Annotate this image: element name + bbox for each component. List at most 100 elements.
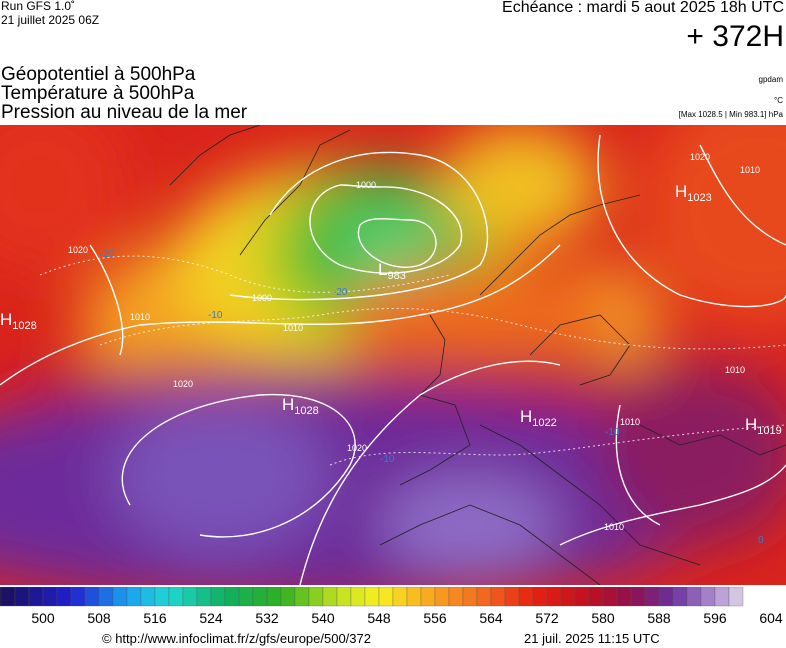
temperature-label: -20: [333, 287, 348, 298]
field: Température à 500hPa: [1, 83, 195, 104]
temperature-label: -10: [380, 454, 395, 465]
source-url: © http://www.infoclimat.fr/z/gfs/europe/…: [102, 631, 371, 646]
colorbar-swatch: [182, 587, 198, 607]
colorbar-swatch: [504, 587, 520, 607]
colorbar-label: 548: [367, 610, 391, 626]
isotherms: [39, 255, 786, 466]
colorbar-swatch: [196, 587, 212, 607]
colorbar-swatch: [686, 587, 702, 607]
run: Run GFS 1.0˚: [1, 0, 76, 13]
colorbar-swatch: [532, 587, 548, 607]
colorbar-swatch: [518, 587, 534, 607]
colorbar-swatch: [308, 587, 324, 607]
center-symbol: H: [745, 415, 757, 434]
colorbar-label: 532: [255, 610, 279, 626]
colorbar-label: 556: [423, 610, 447, 626]
colorbar-swatch: [42, 587, 58, 607]
colorbar-swatch: [28, 587, 44, 607]
colorbar-swatch: [560, 587, 576, 607]
center-symbol: H: [282, 395, 294, 414]
temperature-label: 0: [758, 535, 764, 546]
coastlines: [169, 125, 786, 585]
colorbar-swatch: [14, 587, 30, 607]
colorbar-swatch: [546, 587, 562, 607]
colorbar-label: 564: [479, 610, 503, 626]
isobar-label: 1010: [604, 522, 624, 532]
colorbar-swatch: [658, 587, 674, 607]
colorbar-label: 588: [647, 610, 671, 626]
colorbar-swatch: [56, 587, 72, 607]
field-shading: [0, 125, 786, 585]
field: Géopotentiel à 500hPa: [1, 64, 196, 85]
colorbar-swatch: [266, 587, 282, 607]
colorbar-swatch: [588, 587, 604, 607]
pressure-center: H1022: [520, 407, 557, 429]
center-symbol: H: [675, 182, 687, 201]
center-value: 983: [387, 270, 405, 282]
colorbar-swatch: [630, 587, 646, 607]
isobar-label: 1000: [356, 180, 376, 190]
unit: °C: [774, 96, 783, 105]
center-value: 1028: [12, 320, 36, 332]
center-value: 1019: [757, 425, 781, 437]
pressure-center: H1023: [675, 182, 712, 204]
colorbar-label: 604: [759, 610, 783, 626]
colorbar-label: 540: [311, 610, 335, 626]
colorbar-swatch: [406, 587, 422, 607]
unit: [Max 1028.5 | Min 983.1] hPa: [678, 110, 783, 119]
lead-time: + 372H: [686, 20, 784, 53]
pressure-center: H1028: [0, 310, 37, 332]
colorbar-swatch: [154, 587, 170, 607]
colorbar-swatch: [322, 587, 338, 607]
center-symbol: H: [0, 310, 12, 329]
center-value: 1022: [532, 417, 556, 429]
temperature-label: -10: [208, 310, 223, 321]
isobar-label: 1010: [725, 365, 745, 375]
run-date: 21 juillet 2025 06Z: [1, 13, 100, 27]
colorbar-swatch: [336, 587, 352, 607]
colorbar-swatch: [476, 587, 492, 607]
pressure-center: H1028: [282, 395, 319, 417]
colorbar-swatch: [378, 587, 394, 607]
isobar-label: 1020: [173, 379, 193, 389]
unit: gpdam: [758, 75, 783, 84]
colorbar-swatch: [140, 587, 156, 607]
center-value: 1028: [294, 405, 318, 417]
colorbar-swatch: [392, 587, 408, 607]
colorbar-label: 516: [143, 610, 167, 626]
colorbar-swatch: [644, 587, 660, 607]
isobar-label: 1010: [130, 312, 150, 322]
center-value: 1023: [687, 192, 711, 204]
colorbar-label: 596: [703, 610, 727, 626]
colorbar-swatch: [714, 587, 730, 607]
colorbar-swatch: [700, 587, 716, 607]
colorbar-swatch: [462, 587, 478, 607]
colorbar-swatch: [364, 587, 380, 607]
colorbar-swatch: [490, 587, 506, 607]
center-symbol: H: [520, 407, 532, 426]
temperature-label: -20: [100, 249, 115, 260]
colorbar-swatch: [126, 587, 142, 607]
isobar-label: 1010: [620, 417, 640, 427]
colorbar-swatch: [350, 587, 366, 607]
colorbar-swatch: [420, 587, 436, 607]
pressure-center: L983: [378, 260, 406, 282]
colorbar-swatch: [280, 587, 296, 607]
colorbar-swatch: [252, 587, 268, 607]
isobar-label: 1010: [283, 323, 303, 333]
colorbar-swatch: [98, 587, 114, 607]
colorbar-swatch: [602, 587, 618, 607]
colorbar-label: 508: [87, 610, 111, 626]
isobar-label: 1020: [690, 152, 710, 162]
pressure-center: H1019: [745, 415, 782, 437]
isobars: [0, 134, 786, 585]
colorbar-label: 500: [31, 610, 55, 626]
valid-time: Echéance : mardi 5 aout 2025 18h UTC: [502, 0, 784, 16]
colorbar-label: 572: [535, 610, 559, 626]
colorbar: 500 508 516 524 532 540 548 556 564 572 580 588 596 6…: [0, 587, 783, 626]
colorbar-swatch: [112, 587, 128, 607]
colorbar-swatch: [0, 587, 16, 607]
generated: 21 juil. 2025 11:15 UTC: [524, 631, 660, 646]
